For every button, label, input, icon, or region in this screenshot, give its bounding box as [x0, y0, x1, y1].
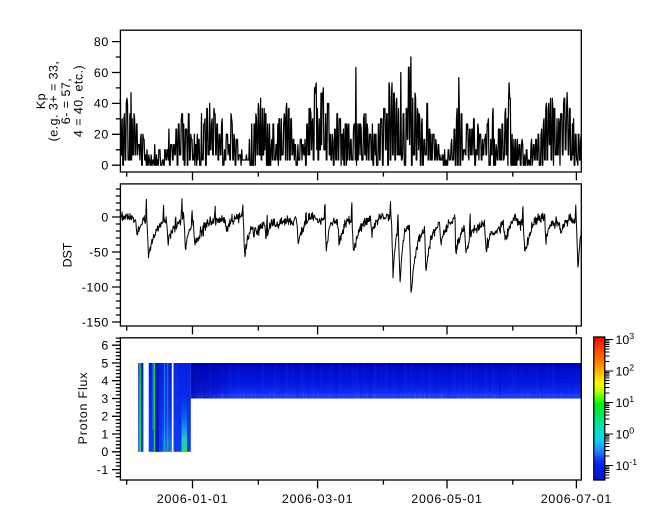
svg-text:Kp: Kp	[34, 93, 48, 109]
svg-text:40: 40	[94, 97, 109, 111]
svg-text:1: 1	[101, 427, 109, 441]
svg-text:2006-01-01: 2006-01-01	[157, 492, 228, 506]
svg-text:4: 4	[101, 374, 109, 388]
svg-text:(e.g. 3+ = 33,: (e.g. 3+ = 33,	[47, 61, 61, 142]
svg-text:Proton Flux: Proton Flux	[76, 372, 90, 445]
svg-text:60: 60	[94, 66, 109, 80]
svg-text:2006-05-01: 2006-05-01	[411, 492, 482, 506]
svg-text:80: 80	[94, 35, 109, 49]
svg-text:0: 0	[101, 445, 109, 459]
svg-text:0: 0	[101, 159, 109, 173]
svg-text:-1: -1	[97, 463, 109, 477]
svg-text:-50: -50	[89, 245, 109, 259]
svg-text:2006-03-01: 2006-03-01	[282, 492, 353, 506]
svg-text:2006-07-01: 2006-07-01	[541, 492, 612, 506]
svg-text:6: 6	[101, 339, 109, 353]
svg-text:20: 20	[94, 128, 109, 142]
svg-text:2: 2	[101, 410, 109, 424]
svg-text:6- = 57,: 6- = 57,	[59, 78, 73, 124]
svg-text:4 = 40, etc.): 4 = 40, etc.)	[72, 65, 86, 137]
svg-text:-100: -100	[82, 280, 109, 294]
svg-text:0: 0	[101, 210, 109, 224]
svg-text:-150: -150	[82, 315, 109, 329]
svg-text:5: 5	[101, 356, 109, 370]
svg-text:DST: DST	[61, 242, 75, 267]
svg-text:3: 3	[101, 392, 109, 406]
